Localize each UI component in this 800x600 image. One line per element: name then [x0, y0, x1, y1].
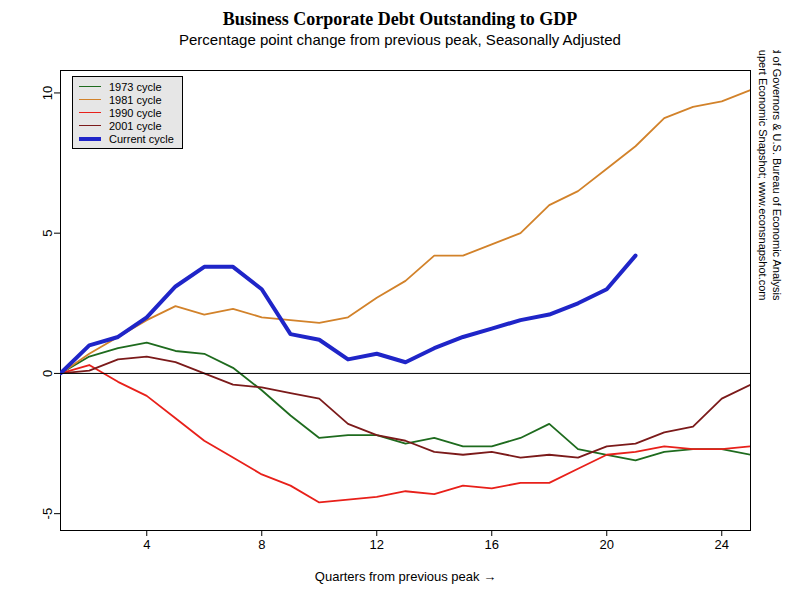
svg-text:-5: -5	[40, 508, 55, 520]
html-text:1973 cycle: 1973 cycle	[109, 80, 162, 93]
html-text:1990 cycle: 1990 cycle	[109, 106, 162, 119]
html-text:1981 cycle: 1981 cycle	[109, 93, 162, 106]
html-text:Business Corporate Debt Outsta: Business Corporate Debt Outstanding to G…	[222, 9, 578, 29]
svg-text:Quarters from previous peak →: Quarters from previous peak →	[315, 569, 496, 584]
svg-text:4: 4	[143, 537, 150, 552]
html-text:2001 cycle: 2001 cycle	[109, 119, 162, 132]
svg-text:5: 5	[40, 230, 55, 237]
html-text:Percentage point change from p: Percentage point change from previous pe…	[179, 31, 621, 48]
svg-text:Cooley-Rupert Economic Snapsho: Cooley-Rupert Economic Snapshot; www.eco…	[757, 50, 769, 301]
svg-text:20: 20	[600, 537, 614, 552]
svg-text:10: 10	[40, 86, 55, 100]
svg-text:0: 0	[40, 370, 55, 377]
html-text:Current cycle: Current cycle	[109, 132, 174, 145]
svg-text:24: 24	[715, 537, 729, 552]
svg-text:Source: Federal Reserve Board: Source: Federal Reserve Board of Governo…	[771, 50, 783, 301]
svg-text:8: 8	[258, 537, 265, 552]
svg-text:12: 12	[370, 537, 384, 552]
svg-text:16: 16	[485, 537, 499, 552]
